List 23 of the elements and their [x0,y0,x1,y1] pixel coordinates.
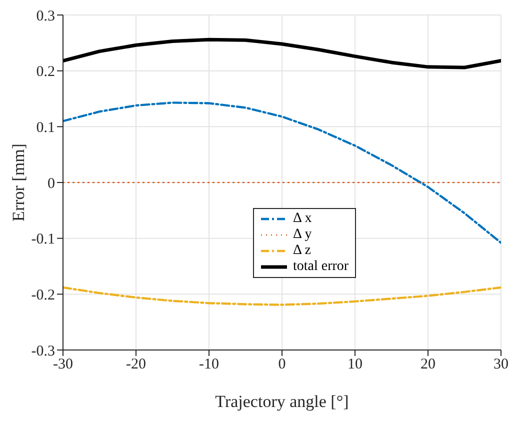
y-tick-label: 0 [48,176,55,192]
y-tick-label: 0.3 [36,8,55,24]
x-axis-title: Trajectory angle [°] [215,392,349,412]
line-series [63,286,501,306]
y-tick-label: -0.3 [31,343,55,360]
line-series [63,102,501,244]
x-tick-label: 20 [420,356,436,373]
x-tick-label: -20 [126,356,146,373]
x-tick-label: 10 [348,356,362,373]
x-tick-label: 0 [278,356,286,373]
x-tick-label: -10 [199,356,219,373]
y-tick-label: 0.1 [36,120,55,136]
y-tick-label: -0.2 [31,287,55,304]
x-tick-label: 30 [494,356,508,373]
line-series [63,38,501,70]
legend-label: Δ x [293,211,312,227]
x-tick-label: -30 [53,356,73,373]
y-tick-label: 0.2 [36,64,55,80]
y-tick-label: -0.1 [31,232,55,248]
y-axis-title: Error [mm] [9,144,28,222]
legend-label: total error [293,259,349,275]
legend-label: Δ y [293,227,312,243]
legend-label: Δ z [293,243,311,259]
